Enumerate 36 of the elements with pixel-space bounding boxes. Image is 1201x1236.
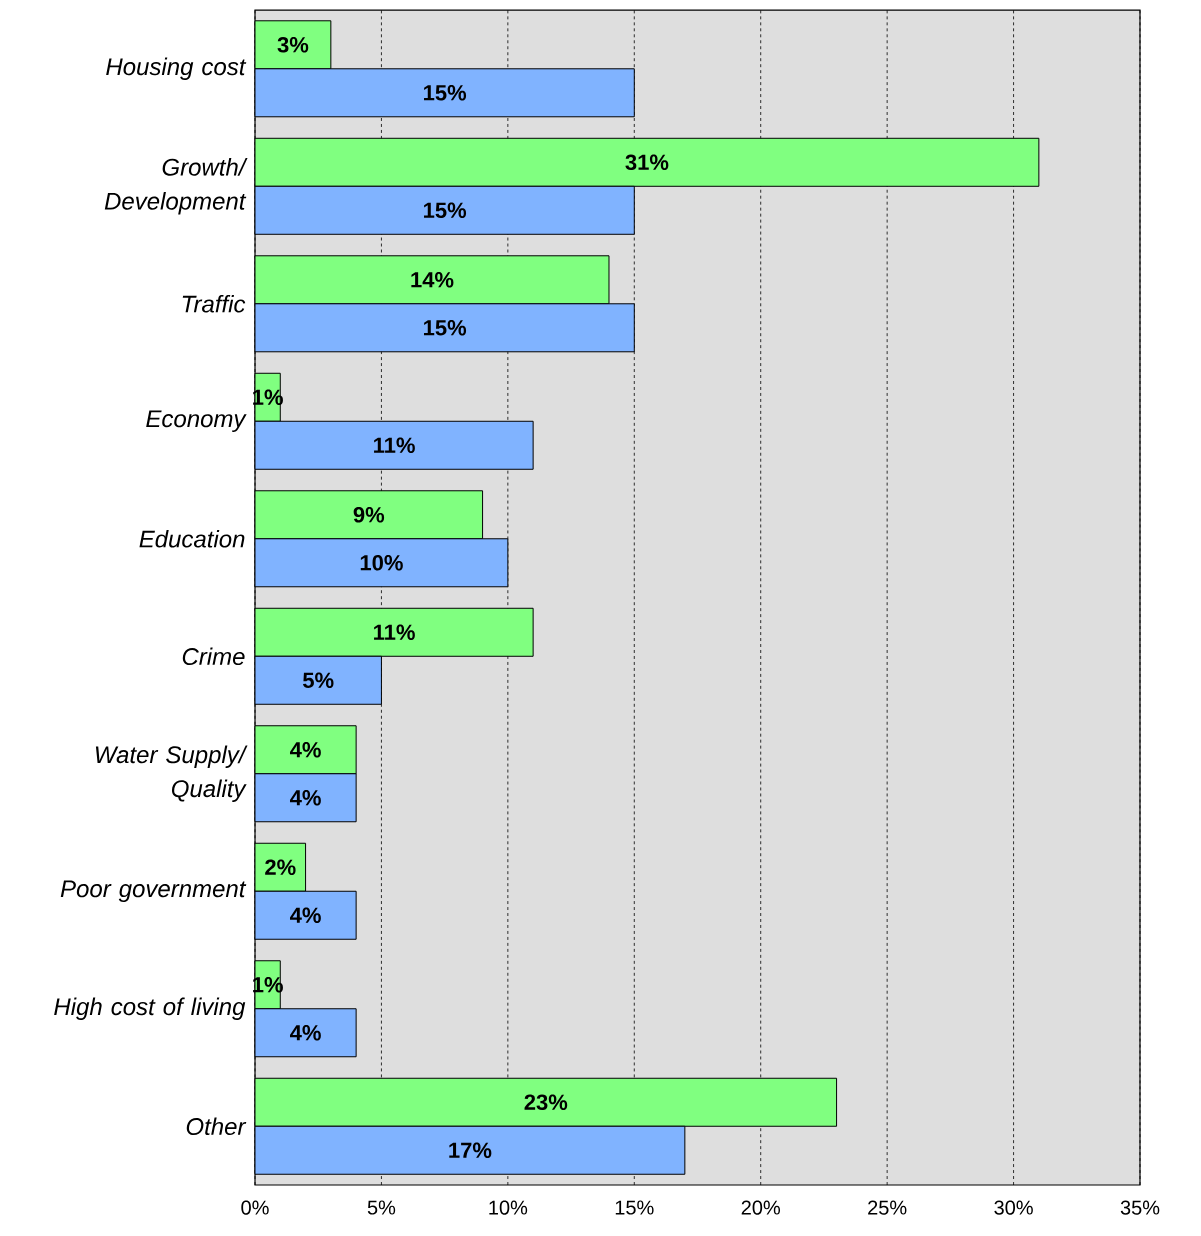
y-tick-label: Crime xyxy=(182,647,245,666)
data-label: 15% xyxy=(424,202,467,219)
y-tick-label: Traffic xyxy=(182,294,246,313)
x-tick-label: 25% xyxy=(868,1200,907,1215)
data-label: 15% xyxy=(424,85,467,101)
x-tick-label: 20% xyxy=(741,1200,781,1215)
data-label: 11% xyxy=(374,437,415,454)
x-tick-label: 35% xyxy=(1120,1200,1160,1215)
data-label: 5% xyxy=(302,672,334,689)
x-tick-label: 10% xyxy=(489,1200,528,1215)
y-tick-label: Water Supply/ Quality xyxy=(95,745,248,802)
data-label: 23% xyxy=(524,1094,568,1111)
data-label: 9% xyxy=(353,506,385,523)
data-label: 4% xyxy=(290,1025,321,1041)
data-label: 14% xyxy=(411,272,454,288)
data-label: 2% xyxy=(265,859,296,876)
y-tick-label: Poor government xyxy=(60,880,247,903)
data-label: 3% xyxy=(277,36,309,53)
data-label: 17% xyxy=(449,1142,492,1158)
y-tick-label: Education xyxy=(139,529,245,548)
data-label: 10% xyxy=(360,554,403,571)
x-tick-label: 5% xyxy=(367,1200,396,1215)
y-tick-label: Housing cost xyxy=(106,57,247,80)
y-tick-label: Growth/ Development xyxy=(104,158,248,215)
x-tick-label: 0% xyxy=(241,1200,269,1215)
data-label: 4% xyxy=(290,742,321,758)
y-tick-label: High cost of living xyxy=(54,997,246,1020)
data-label: 4% xyxy=(290,907,321,923)
x-tick-label: 30% xyxy=(994,1200,1033,1215)
data-label: 31% xyxy=(625,154,669,171)
x-tick-label: 15% xyxy=(615,1200,654,1215)
y-tick-label: Other xyxy=(186,1117,247,1136)
data-label: 4% xyxy=(290,790,321,806)
data-label: 11% xyxy=(374,624,415,641)
data-label: 15% xyxy=(424,320,467,336)
y-tick-label: Economy xyxy=(146,410,247,433)
